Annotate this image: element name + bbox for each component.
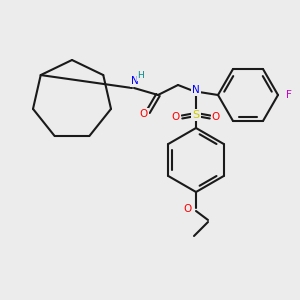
Text: N: N: [192, 85, 200, 95]
Text: O: O: [184, 204, 192, 214]
Text: O: O: [172, 112, 180, 122]
Text: H: H: [138, 71, 144, 80]
Text: F: F: [286, 90, 292, 100]
Text: N: N: [131, 76, 139, 86]
Text: O: O: [140, 109, 148, 119]
Text: S: S: [192, 110, 200, 120]
Text: O: O: [212, 112, 220, 122]
